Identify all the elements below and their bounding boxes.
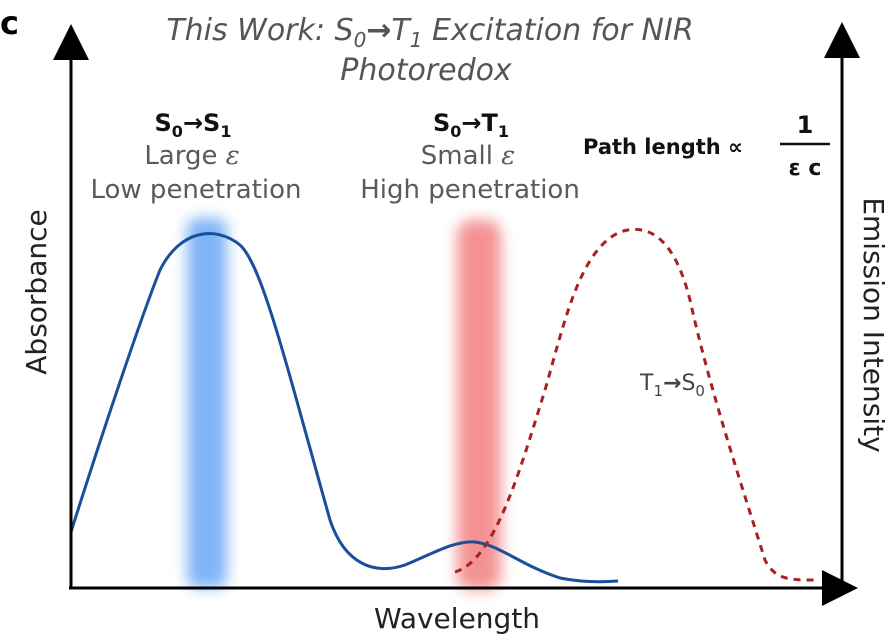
panel-letter: c [0,4,19,42]
singlet-transition-label: S0→S1 [155,109,232,141]
y-axis-left-label: Absorbance [20,209,53,374]
title-arrow: → [366,13,391,48]
title-sub1: 1 [410,28,423,52]
emission-transition-label: T1→S0 [639,371,705,400]
title-prefix: This Work: S [166,13,353,48]
title-sub0: 0 [354,28,367,52]
path-length-denominator: ε c [789,156,822,181]
blue-excitation-band [187,218,227,588]
singlet-epsilon-label: Large ε [144,141,239,171]
diagram-title: This Work: S0→T1 Excitation for NIR [166,13,693,52]
path-length-numerator: 1 [797,111,814,139]
diagram-title-line2: Photoredox [340,53,512,88]
triplet-transition-label: S0→T1 [433,109,509,141]
x-axis-label: Wavelength [374,602,540,635]
path-length-text: Path length ∝ [583,135,743,159]
triplet-penetration-label: High penetration [360,175,580,205]
triplet-epsilon-label: Small ε [421,141,515,171]
red-excitation-band [457,220,501,590]
absorbance-curve [69,232,619,584]
emission-curve [454,227,816,582]
title-mid: T [391,13,412,48]
singlet-penetration-label: Low penetration [90,175,301,205]
y-axis-right-label: Emission Intensity [857,197,890,452]
title-suffix: Excitation for NIR [423,13,694,48]
